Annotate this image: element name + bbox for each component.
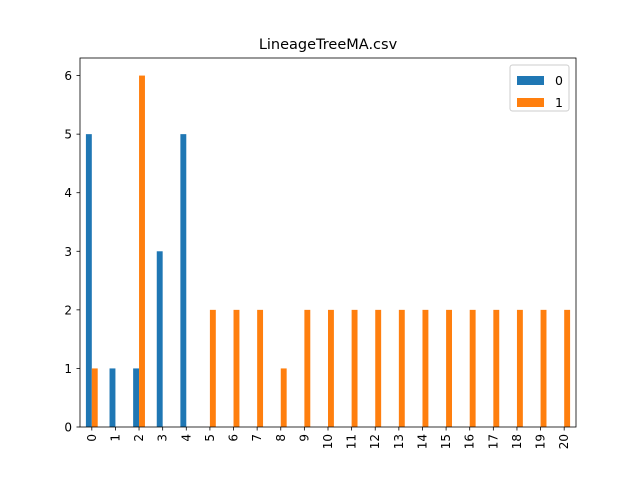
legend-swatch-0 (517, 76, 544, 85)
bar-series-0-cat-3 (156, 251, 163, 427)
y-axis-ticks: 0 1 2 3 4 5 6 (64, 69, 80, 435)
bar-series-0-cat-4 (180, 134, 187, 427)
y-tick-label: 3 (64, 245, 72, 259)
x-tick-label: 13 (392, 434, 406, 449)
bar-series-1-cat-20 (564, 309, 571, 427)
chart-title: LineageTreeMA.csv (259, 37, 398, 53)
x-tick-label: 19 (534, 434, 548, 449)
bar-series-1-cat-2 (139, 75, 145, 428)
legend-label-1: 1 (555, 95, 563, 110)
x-tick-label: 20 (557, 434, 571, 449)
legend: 01 (509, 64, 570, 112)
bars-group (85, 75, 571, 428)
bar-series-1-cat-12 (375, 309, 382, 427)
bar-series-1-cat-6 (233, 309, 240, 427)
x-tick-label: 16 (463, 434, 477, 449)
y-tick-label: 2 (64, 303, 72, 317)
bar-series-1-cat-9 (304, 309, 311, 427)
x-tick-label: 6 (227, 434, 241, 442)
legend-swatch-1 (517, 98, 544, 107)
bar-series-1-cat-5 (209, 309, 216, 427)
x-tick-label: 18 (510, 434, 524, 449)
bar-series-1-cat-19 (540, 309, 547, 427)
bar-series-0-cat-0 (85, 134, 92, 427)
x-tick-label: 4 (179, 434, 193, 442)
bar-series-1-cat-10 (328, 309, 334, 427)
legend-label-0: 0 (555, 73, 563, 88)
x-tick-label: 15 (439, 434, 453, 449)
x-tick-label: 5 (203, 434, 217, 442)
x-tick-label: 11 (345, 434, 359, 449)
x-tick-label: 7 (250, 434, 264, 442)
y-tick-label: 4 (64, 186, 72, 200)
bar-series-1-cat-14 (422, 309, 429, 427)
x-tick-label: 10 (321, 434, 335, 449)
x-tick-label: 17 (486, 434, 500, 449)
bar-series-0-cat-2 (133, 368, 140, 427)
bar-series-1-cat-7 (257, 309, 264, 427)
x-tick-label: 8 (274, 434, 288, 442)
bar-series-1-cat-17 (493, 309, 500, 427)
bar-series-1-cat-8 (280, 368, 287, 427)
x-tick-label: 12 (368, 434, 382, 449)
y-tick-label: 0 (64, 421, 72, 435)
bar-series-1-cat-16 (469, 309, 476, 427)
bar-series-1-cat-11 (351, 309, 358, 427)
bar-series-0-cat-1 (109, 368, 116, 427)
bar-series-1-cat-18 (516, 309, 523, 427)
bar-series-1-cat-15 (446, 309, 452, 427)
x-axis-ticks: 0 1 2 3 4 5 6 7 8 9 10 11 12 13 14 15 16 17 18 19 20 (85, 427, 571, 449)
y-tick-label: 5 (64, 128, 72, 142)
bar-series-1-cat-13 (398, 309, 405, 427)
x-tick-label: 9 (297, 434, 311, 442)
x-tick-label: 2 (132, 434, 146, 442)
x-tick-label: 3 (156, 434, 170, 442)
x-tick-label: 14 (415, 434, 429, 449)
x-tick-label: 1 (108, 434, 122, 442)
y-tick-label: 1 (64, 362, 72, 376)
x-tick-label: 0 (85, 434, 99, 442)
y-tick-label: 6 (64, 69, 72, 83)
bar-series-1-cat-0 (91, 368, 98, 427)
